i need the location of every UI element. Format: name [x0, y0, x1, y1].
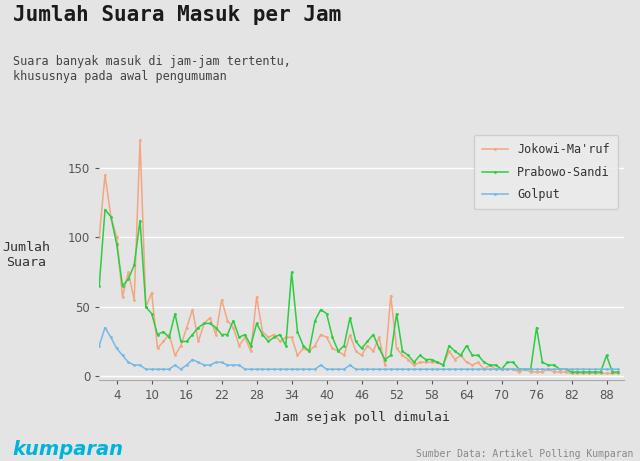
- Prabowo-Sandi: [95, 283, 103, 289]
- Golput: [101, 325, 109, 331]
- Golput: [550, 366, 558, 372]
- Text: Suara banyak masuk di jam-jam tertentu,
khususnya pada awal pengumuman: Suara banyak masuk di jam-jam tertentu, …: [13, 55, 291, 83]
- Jokowi-Ma'ruf: [532, 369, 540, 375]
- Golput: [264, 366, 272, 372]
- Text: Sumber Data: Artikel Polling Kumparan: Sumber Data: Artikel Polling Kumparan: [416, 449, 634, 459]
- Line: Jokowi-Ma'ruf: Jokowi-Ma'ruf: [98, 139, 620, 375]
- Jokowi-Ma'ruf: [568, 371, 575, 376]
- Jokowi-Ma'ruf: [95, 235, 103, 240]
- Golput: [177, 366, 185, 372]
- Text: Jumlah Suara Masuk per Jam: Jumlah Suara Masuk per Jam: [13, 5, 341, 24]
- Legend: Jokowi-Ma'ruf, Prabowo-Sandi, Golput: Jokowi-Ma'ruf, Prabowo-Sandi, Golput: [474, 135, 618, 209]
- Golput: [603, 366, 611, 372]
- Jokowi-Ma'ruf: [603, 371, 611, 376]
- Y-axis label: Jumlah
Suara: Jumlah Suara: [3, 241, 51, 269]
- Prabowo-Sandi: [463, 343, 470, 349]
- Jokowi-Ma'ruf: [614, 371, 622, 376]
- Golput: [468, 366, 476, 372]
- Prabowo-Sandi: [101, 207, 109, 213]
- Jokowi-Ma'ruf: [171, 353, 179, 358]
- Line: Golput: Golput: [98, 326, 620, 371]
- Prabowo-Sandi: [171, 311, 179, 316]
- Prabowo-Sandi: [603, 353, 611, 358]
- Line: Prabowo-Sandi: Prabowo-Sandi: [98, 208, 620, 373]
- Golput: [614, 366, 622, 372]
- Golput: [538, 366, 546, 372]
- Golput: [142, 366, 150, 372]
- X-axis label: Jam sejak poll dimulai: Jam sejak poll dimulai: [274, 411, 449, 424]
- Golput: [95, 343, 103, 349]
- Prabowo-Sandi: [568, 369, 575, 375]
- Prabowo-Sandi: [545, 362, 552, 368]
- Prabowo-Sandi: [614, 369, 622, 375]
- Jokowi-Ma'ruf: [136, 137, 144, 143]
- Text: kumparan: kumparan: [13, 440, 124, 459]
- Jokowi-Ma'ruf: [259, 329, 266, 335]
- Jokowi-Ma'ruf: [463, 360, 470, 365]
- Prabowo-Sandi: [532, 325, 540, 331]
- Jokowi-Ma'ruf: [545, 366, 552, 372]
- Prabowo-Sandi: [259, 332, 266, 337]
